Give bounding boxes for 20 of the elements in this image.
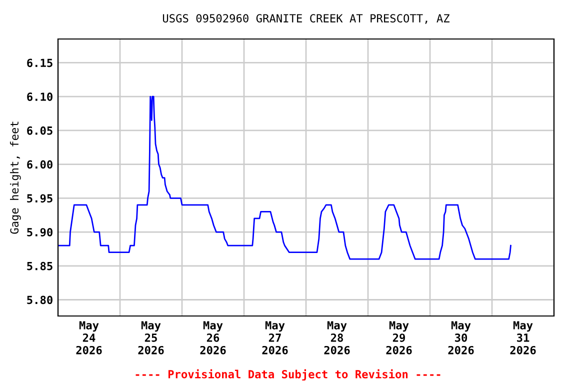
x-tick-label: May 26 2026 [200,321,226,354]
x-tick-label: May 29 2026 [386,321,412,354]
y-tick-label: 6.05 [27,126,52,135]
x-tick-label: May 31 2026 [510,321,536,354]
y-axis-title: Gage height, feet [10,122,21,234]
x-tick-label: May 24 2026 [76,321,102,354]
y-tick-label: 5.85 [27,262,52,270]
chart-title: USGS 09502960 GRANITE CREEK AT PRESCOTT, AZ [162,14,450,24]
y-tick-label: 6.10 [27,92,52,101]
x-tick-label: May 25 2026 [138,321,164,354]
text: ---- Provisional Data Subject to Revision ---- [136,369,440,381]
x-tick-label: May 27 2026 [262,321,288,354]
y-tick-label: 5.90 [27,228,52,236]
x-tick-label: May 28 2026 [324,321,350,354]
line-series [58,96,512,260]
y-tick-label: 6.00 [27,160,52,169]
y-tick-label: 5.95 [27,194,52,203]
y-tick-label: 5.80 [27,296,52,304]
y-tick-label: 6.15 [27,58,52,68]
x-tick-label: May 30 2026 [448,321,474,354]
